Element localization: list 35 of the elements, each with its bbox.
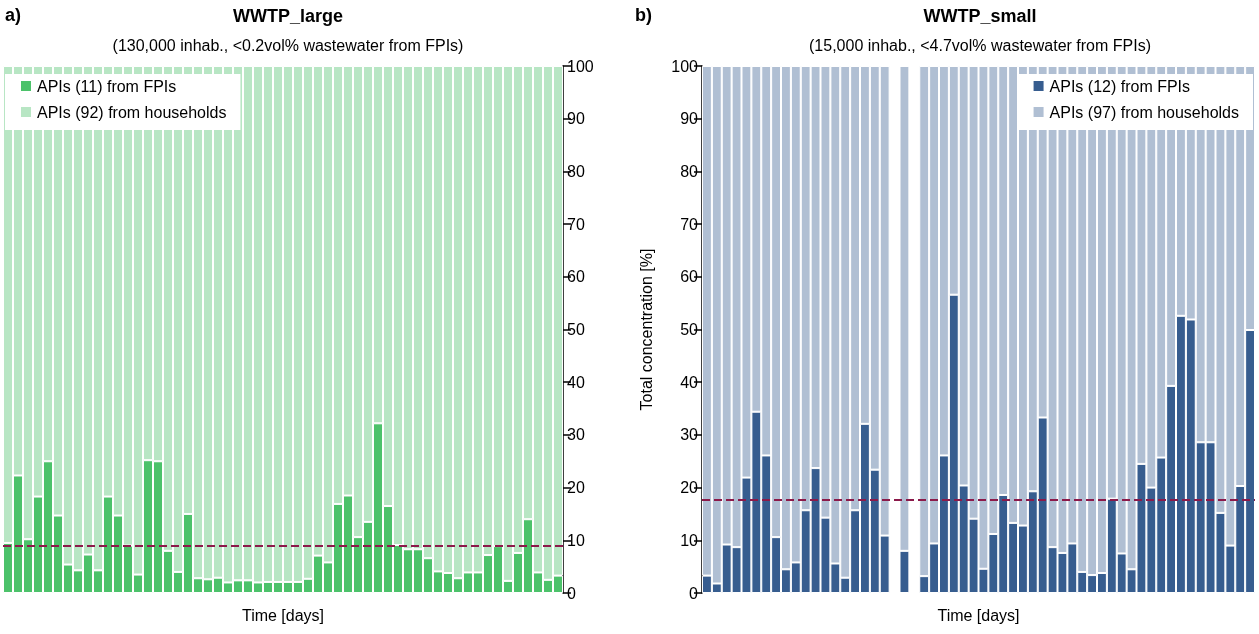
chart-subtitle: (15,000 inhab., <4.7vol% wastewater from FPIs) (809, 36, 1151, 54)
y-tick-label: 30 (567, 426, 585, 444)
x-axis-title: Time [days] (937, 606, 1020, 624)
legend-label: APIs (92) from households (37, 103, 227, 121)
chart-title: WWTP_small (923, 6, 1037, 26)
x-axis-title: Time [days] (241, 606, 325, 624)
y-tick-label: 50 (680, 321, 699, 338)
legend-label: APIs (12) from FPIs (1049, 77, 1191, 95)
y-tick-label: 80 (680, 162, 699, 180)
y-tick-label: 0 (689, 584, 699, 602)
y-tick-label: 0 (567, 584, 576, 602)
y-tick-label: 100 (671, 57, 699, 75)
chart-title: WWTP_large (232, 6, 344, 26)
y-tick-label: 90 (567, 110, 585, 128)
y-tick-label: 40 (567, 373, 585, 391)
y-tick-label: 30 (680, 426, 699, 444)
y-tick-label: 50 (567, 321, 585, 338)
y-tick-label: 20 (680, 479, 699, 497)
y-axis-title: Total concentration [%] (637, 248, 655, 411)
y-tick-label: 20 (567, 479, 585, 497)
y-tick-label: 60 (680, 268, 699, 286)
y-tick-label: 10 (680, 531, 699, 549)
y-tick-label: 60 (567, 268, 585, 286)
text: a) (5, 5, 22, 25)
y-tick-label: 70 (567, 215, 585, 233)
y-tick-label: 90 (680, 110, 699, 128)
y-tick-label: 10 (567, 531, 585, 549)
y-tick-label: 40 (680, 373, 699, 391)
y-tick-label: 70 (680, 215, 699, 233)
legend-label: APIs (11) from FPIs (37, 77, 177, 95)
y-tick-label: 80 (567, 162, 585, 180)
chart-subtitle: (130,000 inhab., <0.2vol% wastewater from FPIs) (112, 36, 464, 54)
text: b) (635, 5, 652, 25)
y-tick-label: 100 (567, 57, 594, 75)
legend-label: APIs (97) from households (1049, 103, 1239, 121)
